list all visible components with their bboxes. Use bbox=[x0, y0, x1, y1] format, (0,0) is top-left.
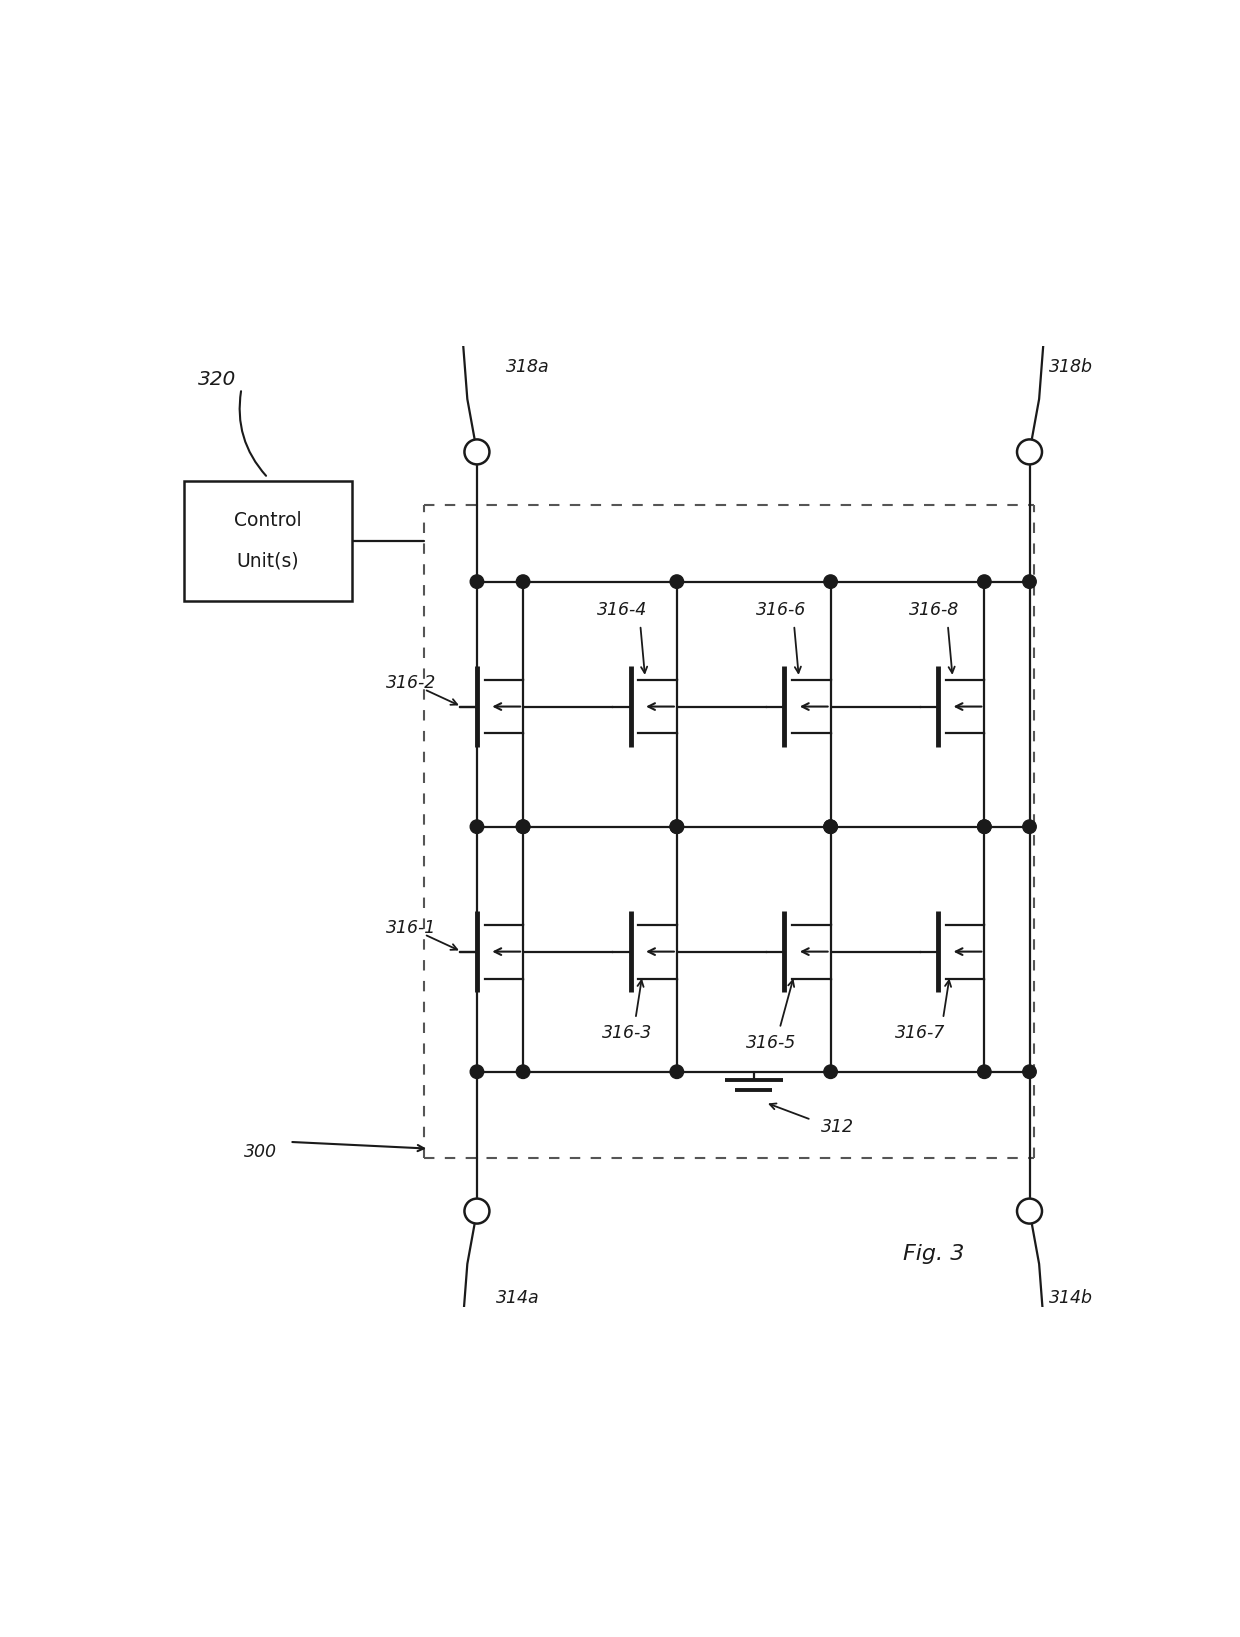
Text: 320: 320 bbox=[198, 370, 237, 390]
Circle shape bbox=[670, 820, 683, 833]
Circle shape bbox=[977, 820, 991, 833]
Circle shape bbox=[823, 820, 837, 833]
Text: 316-7: 316-7 bbox=[895, 1025, 945, 1043]
Text: 314b: 314b bbox=[1049, 1288, 1092, 1306]
Circle shape bbox=[470, 820, 484, 833]
Circle shape bbox=[1023, 820, 1037, 833]
Text: Unit(s): Unit(s) bbox=[237, 552, 299, 571]
Text: Fig. 3: Fig. 3 bbox=[903, 1244, 963, 1264]
Text: 316-8: 316-8 bbox=[909, 601, 960, 619]
Text: 316-4: 316-4 bbox=[596, 601, 647, 619]
Circle shape bbox=[516, 820, 529, 833]
Circle shape bbox=[1017, 1198, 1042, 1223]
Text: 316-2: 316-2 bbox=[386, 673, 436, 691]
Circle shape bbox=[977, 1066, 991, 1079]
Circle shape bbox=[470, 1066, 484, 1079]
Text: 316-5: 316-5 bbox=[746, 1035, 796, 1053]
Circle shape bbox=[977, 575, 991, 588]
FancyBboxPatch shape bbox=[184, 481, 352, 601]
Circle shape bbox=[516, 575, 529, 588]
Circle shape bbox=[977, 820, 991, 833]
Text: 318b: 318b bbox=[1049, 359, 1092, 377]
Text: 316-6: 316-6 bbox=[755, 601, 806, 619]
Text: 312: 312 bbox=[821, 1118, 854, 1136]
Circle shape bbox=[1023, 1066, 1037, 1079]
Circle shape bbox=[516, 820, 529, 833]
Text: 316-3: 316-3 bbox=[601, 1025, 652, 1043]
Circle shape bbox=[465, 439, 490, 465]
Text: 314a: 314a bbox=[496, 1288, 539, 1306]
Text: Control: Control bbox=[234, 511, 301, 530]
Text: 300: 300 bbox=[244, 1143, 278, 1161]
Circle shape bbox=[670, 575, 683, 588]
Circle shape bbox=[670, 1066, 683, 1079]
Circle shape bbox=[1017, 439, 1042, 465]
Text: 318a: 318a bbox=[506, 359, 549, 377]
Circle shape bbox=[823, 575, 837, 588]
Circle shape bbox=[670, 820, 683, 833]
Circle shape bbox=[823, 1066, 837, 1079]
Circle shape bbox=[470, 575, 484, 588]
Circle shape bbox=[516, 1066, 529, 1079]
Circle shape bbox=[823, 820, 837, 833]
Circle shape bbox=[465, 1198, 490, 1223]
Text: 316-1: 316-1 bbox=[386, 918, 436, 936]
Circle shape bbox=[1023, 575, 1037, 588]
